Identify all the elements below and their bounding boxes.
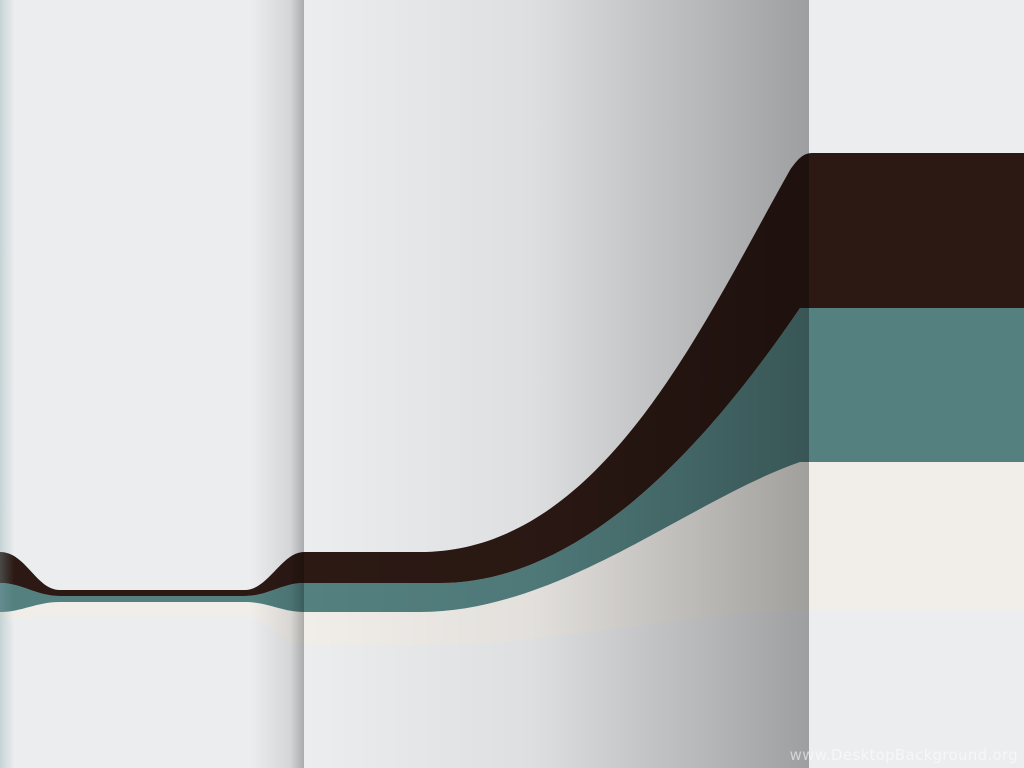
left-edge-tint [0, 0, 14, 768]
fold-shadow-middle [304, 0, 809, 768]
fold-shadow-left [250, 0, 304, 768]
